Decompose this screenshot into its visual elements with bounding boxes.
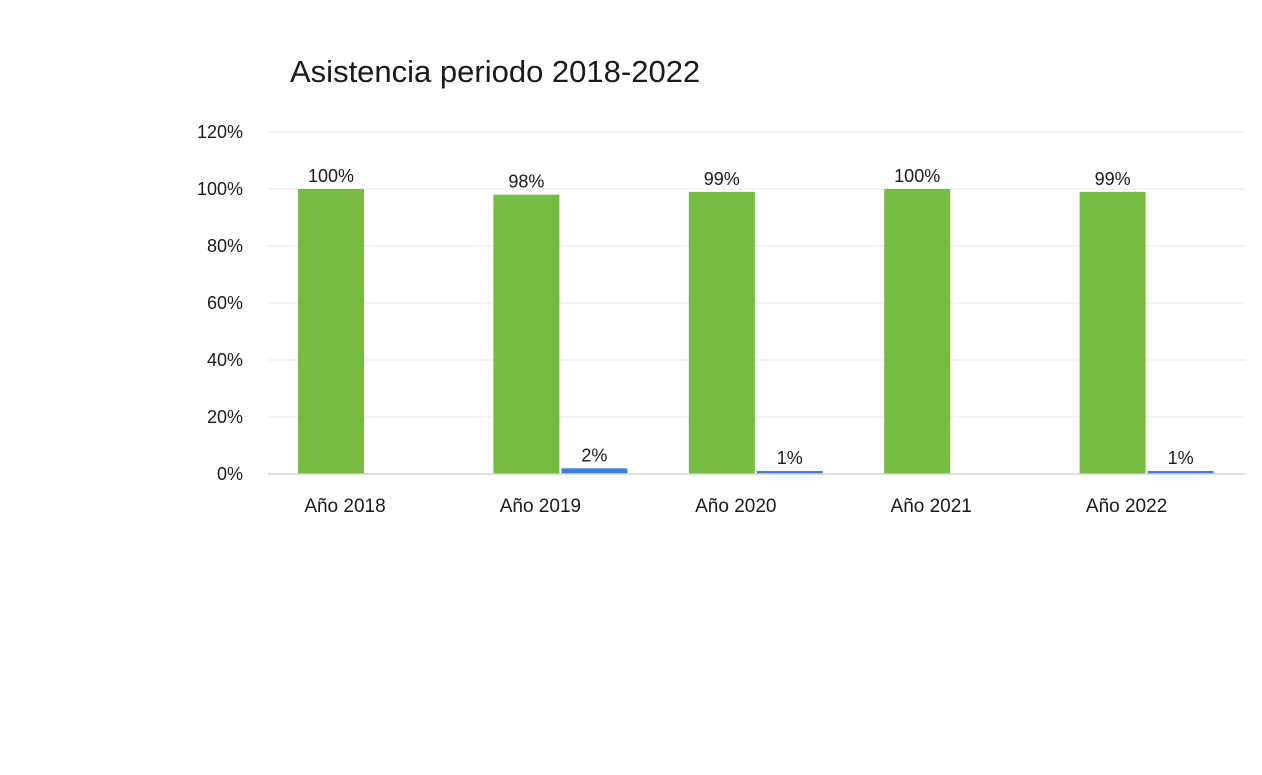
data-label: 1% xyxy=(777,448,803,468)
y-tick-label: 80% xyxy=(207,236,243,256)
bar-series1 xyxy=(688,191,755,474)
data-labels: 100% 98% 2% 99% 1% 100% 99% 1% xyxy=(308,166,1194,468)
data-label: 2% xyxy=(581,445,607,465)
category-label: Año 2022 xyxy=(1086,496,1167,517)
category-label: Año 2018 xyxy=(304,496,385,517)
y-tick-label: 20% xyxy=(207,407,243,427)
data-label: 99% xyxy=(1095,169,1131,189)
bar-series1 xyxy=(1079,191,1146,474)
bar-series2 xyxy=(756,471,823,474)
chart-title: Asistencia periodo 2018-2022 xyxy=(290,54,700,89)
category-label: Año 2021 xyxy=(891,496,972,517)
bar-series1 xyxy=(493,194,560,474)
bar-series1 xyxy=(298,189,364,474)
y-tick-label: 100% xyxy=(197,179,243,199)
category-label: Año 2019 xyxy=(500,496,581,517)
y-tick-label: 120% xyxy=(197,122,243,142)
y-tick-label: 0% xyxy=(217,464,243,484)
y-tick-label: 40% xyxy=(207,350,243,370)
bar-series2 xyxy=(1147,471,1214,474)
bars xyxy=(298,189,1214,474)
category-labels: Año 2018 Año 2019 Año 2020 Año 2021 Año 2022 xyxy=(304,496,1167,517)
category-label: Año 2020 xyxy=(695,496,776,517)
data-label: 1% xyxy=(1168,448,1194,468)
bar-series1 xyxy=(884,189,951,474)
data-label: 100% xyxy=(308,166,354,186)
data-label: 98% xyxy=(508,172,544,192)
data-label: 100% xyxy=(894,166,940,186)
bar-series2 xyxy=(561,468,628,474)
y-tick-label: 60% xyxy=(207,293,243,313)
y-axis-ticks: 0% 20% 40% 60% 80% 100% 120% xyxy=(197,122,243,484)
data-label: 99% xyxy=(704,169,740,189)
